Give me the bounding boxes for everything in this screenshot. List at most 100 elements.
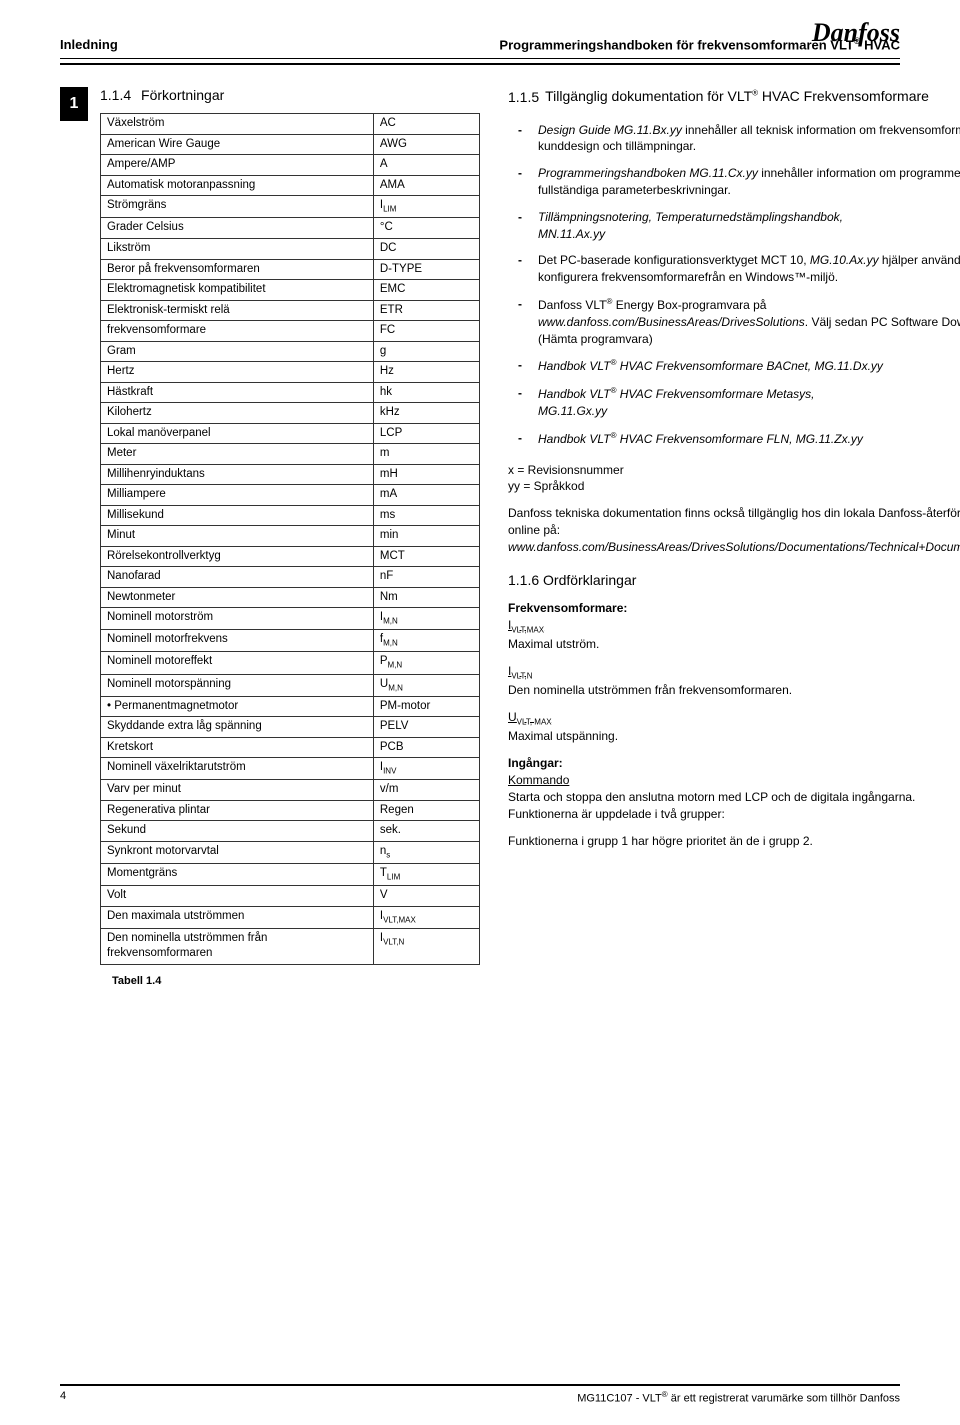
abbr-value: UM,N (373, 674, 479, 696)
abbr-term: Beror på frekvensomformaren (101, 259, 374, 280)
section-114-num: 1.1.4 (100, 87, 131, 103)
abbr-term: Millihenryinduktans (101, 464, 374, 485)
abbr-value: mH (373, 464, 479, 485)
table-row: Regenerativa plintarRegen (101, 800, 480, 821)
table-row: Synkront motorvarvtalns (101, 841, 480, 863)
section-115-title: 1.1.5 Tillgänglig dokumentation för VLT®… (508, 87, 960, 107)
list-item: Handbok VLT® HVAC Frekvensomformare BACn… (538, 357, 960, 375)
def-symbol: IVLT,N (508, 663, 960, 682)
section-114-text: Förkortningar (141, 87, 224, 103)
abbr-value: Hz (373, 362, 479, 383)
table-row: Lokal manöverpanelLCP (101, 423, 480, 444)
defs-container: IVLT,MAXMaximal utström.IVLT,NDen nomine… (508, 617, 960, 744)
abbr-value: nF (373, 567, 479, 588)
list-item: Programmeringshandboken MG.11.Cx.yy inne… (538, 165, 960, 199)
abbr-value: v/m (373, 780, 479, 801)
table-row: LikströmDC (101, 239, 480, 260)
table-row: MomentgränsTLIM (101, 863, 480, 885)
footer-page-number: 4 (60, 1390, 66, 1405)
table-row: Gramg (101, 341, 480, 362)
table-row: MilliamperemA (101, 485, 480, 506)
abbr-term: Rörelsekontrollverktyg (101, 546, 374, 567)
page: Danfoss Inledning Programmeringshandboke… (0, 0, 960, 1425)
list-item: Tillämpningsnotering, Temperaturnedstämp… (538, 209, 960, 243)
abbr-value: AMA (373, 175, 479, 196)
abbr-term: Millisekund (101, 505, 374, 526)
table-row: Nominell växelriktarutströmIINV (101, 758, 480, 780)
table-row: frekvensomformareFC (101, 321, 480, 342)
abbr-value: FC (373, 321, 479, 342)
list-item: Danfoss VLT® Energy Box-programvara på w… (538, 296, 960, 347)
abbr-term: Newtonmeter (101, 587, 374, 608)
abbr-value: AC (373, 114, 479, 135)
abbr-term: Grader Celsius (101, 218, 374, 239)
abbr-value: IVLT,MAX (373, 906, 479, 928)
abbr-value: D-TYPE (373, 259, 479, 280)
table-row: Beror på frekvensomformarenD-TYPE (101, 259, 480, 280)
abbr-value: PM-motor (373, 696, 479, 717)
table-row: Nominell motorfrekvensfM,N (101, 630, 480, 652)
abbr-term: Synkront motorvarvtal (101, 841, 374, 863)
abbr-term: Lokal manöverpanel (101, 423, 374, 444)
page-header: Inledning Programmeringshandboken för fr… (60, 36, 900, 59)
abbr-term: frekvensomformare (101, 321, 374, 342)
table-row: MillihenryinduktansmH (101, 464, 480, 485)
abbr-value: V (373, 886, 479, 907)
section-115-text: Tillgänglig dokumentation för VLT® HVAC … (545, 87, 929, 107)
abbr-value: IM,N (373, 608, 479, 630)
header-section-label: Inledning (60, 37, 118, 52)
abbr-value: mA (373, 485, 479, 506)
def-body: Maximal utspänning. (508, 728, 960, 745)
table-row: Nominell motorströmIM,N (101, 608, 480, 630)
abbr-term: Nominell motorfrekvens (101, 630, 374, 652)
abbr-term: Hertz (101, 362, 374, 383)
table-row: Nominell motorspänningUM,N (101, 674, 480, 696)
table-row: Meterm (101, 444, 480, 465)
table-row: NewtonmeterNm (101, 587, 480, 608)
abbr-column: 1.1.4 Förkortningar VäxelströmACAmerican… (100, 87, 480, 986)
abbr-term: Den maximala utströmmen (101, 906, 374, 928)
abbr-term: Ampere/AMP (101, 155, 374, 176)
table-row: VoltV (101, 886, 480, 907)
abbr-value: PELV (373, 717, 479, 738)
table-row: Automatisk motoranpassningAMA (101, 175, 480, 196)
table-row: Grader Celsius°C (101, 218, 480, 239)
table-caption: Tabell 1.4 (112, 975, 480, 987)
table-row: Den nominella utströmmen från frekvensom… (101, 928, 480, 964)
abbr-term: Nominell motoreffekt (101, 652, 374, 674)
abbr-term: Den nominella utströmmen från frekvensom… (101, 928, 374, 964)
abbr-term: Volt (101, 886, 374, 907)
abbr-term: • Permanentmagnetmotor (101, 696, 374, 717)
abbr-value: sek. (373, 821, 479, 842)
def-kommando-body3: Funktionerna i grupp 1 har högre priorit… (508, 833, 960, 850)
abbr-term: Kretskort (101, 737, 374, 758)
abbr-table: VäxelströmACAmerican Wire GaugeAWGAmpere… (100, 113, 480, 964)
def-symbol: UVLT, MAX (508, 709, 960, 728)
abbr-term: Meter (101, 444, 374, 465)
doc-list: Design Guide MG.11.Bx.yy innehåller all … (508, 122, 960, 448)
abbr-value: ETR (373, 300, 479, 321)
page-footer: 4 MG11C107 - VLT® är ett registrerat var… (60, 1384, 900, 1405)
abbr-value: MCT (373, 546, 479, 567)
section-114-title: 1.1.4 Förkortningar (100, 87, 480, 103)
abbr-term: Elektromagnetisk kompatibilitet (101, 280, 374, 301)
abbr-term: Nominell motorström (101, 608, 374, 630)
table-row: American Wire GaugeAWG (101, 134, 480, 155)
abbr-value: A (373, 155, 479, 176)
abbr-value: g (373, 341, 479, 362)
abbr-value: fM,N (373, 630, 479, 652)
table-row: RörelsekontrollverktygMCT (101, 546, 480, 567)
list-item: Handbok VLT® HVAC Frekvensomformare FLN,… (538, 430, 960, 448)
table-row: KilohertzkHz (101, 403, 480, 424)
table-row: Nominell motoreffektPM,N (101, 652, 480, 674)
abbr-value: Regen (373, 800, 479, 821)
def-body: Maximal utström. (508, 636, 960, 653)
abbr-term: Gram (101, 341, 374, 362)
abbr-term: Strömgräns (101, 196, 374, 218)
table-row: Hästkrafthk (101, 382, 480, 403)
table-row: Den maximala utströmmenIVLT,MAX (101, 906, 480, 928)
section-116-num: 1.1.6 (508, 572, 539, 588)
abbr-value: AWG (373, 134, 479, 155)
abbr-value: PM,N (373, 652, 479, 674)
right-column: 1.1.5 Tillgänglig dokumentation för VLT®… (508, 87, 960, 986)
